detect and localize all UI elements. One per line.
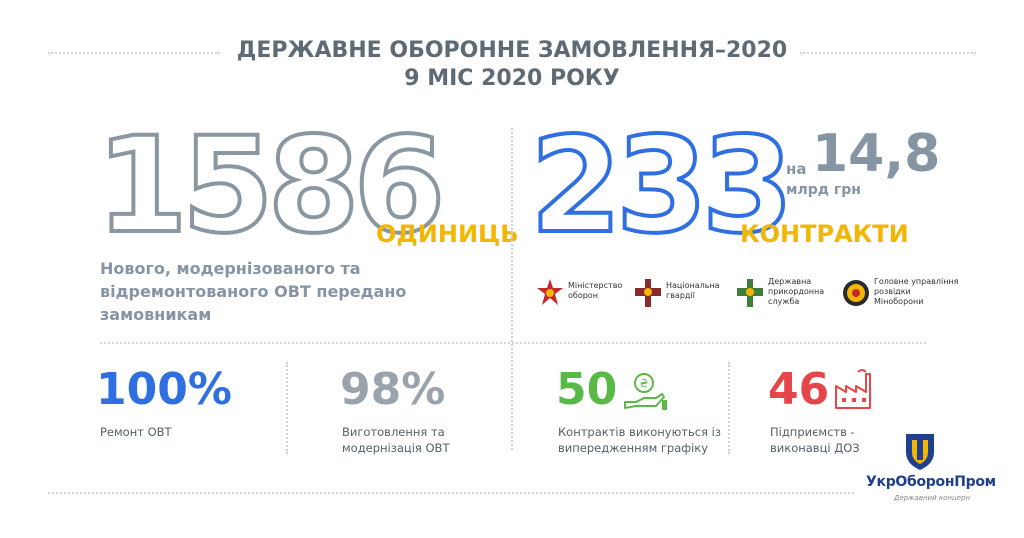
agency-label-line2: розвідки — [874, 287, 911, 296]
contracts-amount-unit: млрд грн — [786, 182, 861, 198]
contracts-amount: 14,8 — [812, 124, 941, 184]
stat-enterprises-label-1: Підприємств - — [770, 425, 855, 439]
title-line-2: 9 МІС 2020 РОКУ — [404, 66, 620, 91]
ministry-of-defense-emblem-icon — [537, 279, 563, 305]
agency-label-line2: гвардії — [666, 291, 695, 300]
border-service-emblem-icon — [737, 279, 763, 307]
contracts-prefix: на — [786, 160, 807, 178]
stat-enterprises-label-2: виконавці ДОЗ — [770, 441, 860, 455]
agency-label-line1: Національна — [666, 281, 720, 290]
logo-name: УкрОборонПром — [866, 474, 996, 490]
title-divider-left — [48, 52, 220, 54]
contracts-label: КОНТРАКТИ — [740, 220, 909, 248]
title-line-1: ДЕРЖАВНЕ ОБОРОННЕ ЗАМОВЛЕННЯ–2020 — [236, 38, 788, 63]
agency-label-line1: Міністерство — [568, 281, 623, 290]
stat-manufacture-label-1: Виготовлення та — [342, 425, 445, 439]
stat-repair-label: Ремонт ОВТ — [100, 425, 172, 439]
units-description-1: Нового, модернізованого та — [100, 259, 361, 278]
agency-label-line2: прикордонна — [768, 287, 825, 296]
center-divider — [511, 128, 513, 450]
agency-intelligence: Головне управління розвідки Міноборони — [842, 277, 958, 312]
units-label: ОДИНИЦЬ — [376, 220, 519, 248]
national-guard-emblem-icon — [635, 279, 661, 307]
stat-repair-value: 100% — [96, 364, 232, 415]
middle-divider — [100, 342, 926, 344]
stat-enterprises-value: 46 — [768, 364, 830, 415]
agencies-row: Міністерство оборон Національна гвардії … — [536, 277, 958, 314]
title-divider-right — [800, 52, 976, 54]
logo-subtitle: Державний концерн — [894, 494, 971, 502]
units-description-3: замовникам — [100, 305, 212, 324]
contracts-number: 233 — [528, 109, 796, 263]
agency-label-line1: Державна — [768, 277, 812, 286]
agency-label-line2: оборон — [568, 291, 598, 300]
stat-manufacture-value: 98% — [340, 364, 446, 415]
stat-manufacture-label-2: модернізація ОВТ — [342, 441, 450, 455]
agency-label-line3: служба — [768, 297, 800, 306]
stat-contracts-ahead-value: 50 — [556, 364, 618, 415]
intelligence-emblem-icon — [843, 280, 869, 306]
agency-national-guard: Національна гвардії — [634, 278, 720, 312]
divider-stats-1 — [286, 362, 288, 454]
factory-icon — [835, 369, 871, 409]
money-hand-icon: ₴ — [624, 373, 667, 410]
agency-label-line3: Міноборони — [874, 297, 924, 306]
units-number: 1586 — [94, 109, 447, 263]
divider-stats-2 — [728, 362, 730, 454]
ukroboronprom-logo-icon — [906, 434, 934, 470]
agency-ministry: Міністерство оборон — [536, 278, 622, 312]
stat-contracts-ahead-label-1: Контрактів виконуються із — [558, 425, 721, 439]
units-description-2: відремонтованого ОВТ передано — [100, 282, 407, 301]
agency-border-service: Державна прикордонна служба — [736, 277, 824, 312]
svg-text:₴: ₴ — [640, 377, 649, 390]
stat-contracts-ahead-label-2: випередженням графіку — [558, 441, 709, 455]
agency-label-line1: Головне управління — [874, 277, 959, 286]
bottom-divider — [48, 492, 854, 494]
